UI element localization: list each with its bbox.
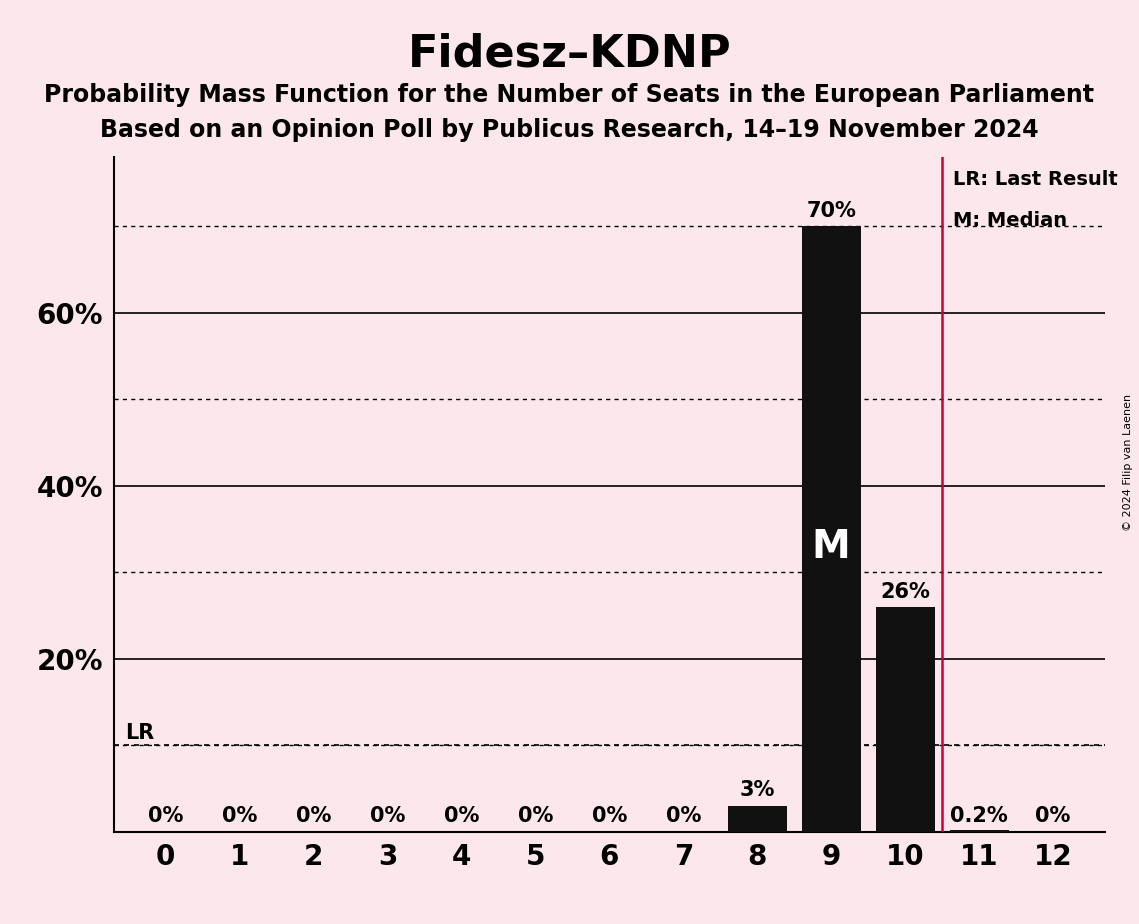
- Text: 0%: 0%: [444, 807, 480, 826]
- Text: M: Median: M: Median: [953, 211, 1067, 230]
- Text: LR: LR: [125, 723, 154, 743]
- Text: 0%: 0%: [296, 807, 331, 826]
- Text: 0%: 0%: [148, 807, 183, 826]
- Text: Based on an Opinion Poll by Publicus Research, 14–19 November 2024: Based on an Opinion Poll by Publicus Res…: [100, 118, 1039, 142]
- Text: © 2024 Filip van Laenen: © 2024 Filip van Laenen: [1123, 394, 1133, 530]
- Text: 0%: 0%: [518, 807, 554, 826]
- Text: M: M: [812, 529, 851, 566]
- Text: 0%: 0%: [665, 807, 700, 826]
- Text: 0%: 0%: [591, 807, 628, 826]
- Text: 0%: 0%: [222, 807, 257, 826]
- Text: 3%: 3%: [739, 781, 775, 800]
- Text: 26%: 26%: [880, 581, 931, 602]
- Text: 0%: 0%: [370, 807, 405, 826]
- Text: 0.2%: 0.2%: [950, 807, 1008, 826]
- Bar: [950, 830, 1009, 832]
- Text: Probability Mass Function for the Number of Seats in the European Parliament: Probability Mass Function for the Number…: [44, 83, 1095, 107]
- Bar: [802, 226, 861, 832]
- Text: 0%: 0%: [1035, 807, 1071, 826]
- Text: LR: Last Result: LR: Last Result: [953, 170, 1118, 189]
- Bar: [728, 806, 787, 832]
- Text: Fidesz–KDNP: Fidesz–KDNP: [408, 32, 731, 76]
- Text: 70%: 70%: [806, 201, 857, 221]
- Bar: [876, 607, 935, 832]
